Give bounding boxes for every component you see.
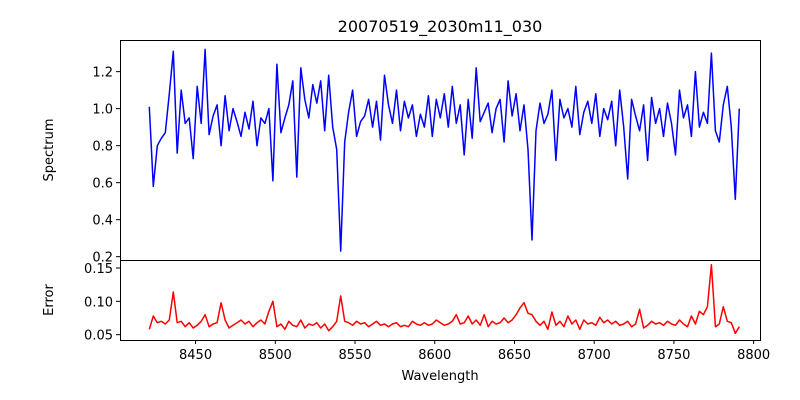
x-tick-label: 8700 [578,348,611,363]
x-tick-label: 8450 [179,348,212,363]
y-tick-label: 1.0 [92,103,113,118]
y-tick-label: 0.15 [84,262,113,277]
y-axis-label-error: Error [42,284,57,316]
spectrum-series-line [148,48,741,252]
y-tick-label: 1.2 [92,66,113,81]
chart-title: 20070519_2030m11_030 [338,17,543,37]
x-tick-label: 8600 [418,348,451,363]
y-tick-label: 0.10 [84,295,113,310]
y-tick-label: 0.2 [92,251,113,266]
y-tick-label: 0.4 [92,214,113,229]
error-axes-frame [120,260,761,341]
y-tick-label: 0.6 [92,177,113,192]
y-axis-label-spectrum: Spectrum [42,119,57,182]
x-tick-label: 8550 [338,348,371,363]
x-tick-label: 8800 [737,348,770,363]
y-tick-label: 0.05 [84,329,113,344]
y-tick-label: 0.8 [92,140,113,155]
x-tick-label: 8650 [498,348,531,363]
x-tick-label: 8750 [657,348,690,363]
x-tick-label: 8500 [259,348,292,363]
x-axis-label: Wavelength [401,369,478,384]
spectrum-axes-frame [120,40,761,261]
error-series-line [148,263,740,335]
